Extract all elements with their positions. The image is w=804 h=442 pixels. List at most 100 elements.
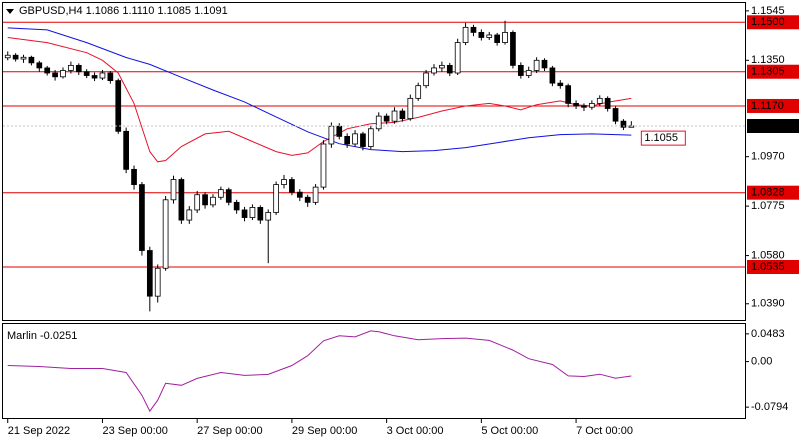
candle-body	[60, 70, 66, 78]
x-tick-label: 5 Oct 00:00	[481, 425, 538, 437]
candle-body	[391, 110, 398, 122]
candle-body	[462, 26, 469, 43]
candle-body	[454, 42, 461, 74]
candle-body	[375, 115, 382, 130]
candle-body	[517, 64, 524, 76]
candle-body	[162, 199, 169, 269]
candle-body	[115, 80, 122, 132]
y-tick-label: -0.0794	[751, 401, 788, 413]
candle-body	[170, 179, 177, 201]
level-label: 1.0828	[751, 187, 785, 199]
candle-body	[75, 64, 82, 73]
candle-body	[107, 72, 114, 82]
candle-body	[557, 82, 564, 87]
candle-body	[328, 125, 335, 145]
level-tag	[747, 15, 799, 30]
candle-body	[612, 108, 619, 122]
indicator-line	[7, 27, 632, 153]
level-label: 1.1305	[751, 66, 785, 78]
y-tick-label: 1.0970	[751, 151, 785, 163]
candle-body	[139, 184, 145, 251]
candle-body	[154, 267, 161, 297]
candle-body	[304, 196, 311, 203]
candle-body	[249, 207, 256, 218]
candle-body	[446, 64, 453, 74]
y-tick-label: 1.0580	[751, 249, 785, 261]
indicator-line	[7, 330, 632, 413]
candle-body	[423, 72, 429, 87]
candle-body	[28, 56, 35, 64]
candle-body	[383, 115, 390, 122]
candle-body	[589, 103, 595, 108]
candle-body	[146, 250, 153, 297]
candle-body	[12, 54, 19, 60]
candle-body	[99, 72, 106, 79]
candle-body	[399, 110, 406, 120]
indicator-frame	[2, 323, 746, 419]
candle-body	[273, 184, 279, 213]
x-tick-label: 23 Sep 00:00	[102, 425, 167, 437]
candle-body	[439, 64, 445, 69]
x-tick-label: 27 Sep 00:00	[197, 425, 262, 437]
x-tick-label: 7 Oct 00:00	[576, 425, 633, 437]
candle-body	[281, 179, 287, 185]
candle-body	[549, 67, 556, 84]
candle-body	[573, 103, 579, 107]
level-tag	[747, 259, 799, 274]
candle-body	[36, 62, 43, 69]
x-tick-label: 21 Sep 2022	[8, 425, 70, 437]
candle-body	[367, 128, 374, 147]
level-label: 1.1500	[751, 16, 785, 28]
candle-body	[4, 54, 11, 59]
candle-body	[233, 201, 240, 211]
candle-body	[320, 143, 327, 188]
candle-body	[225, 189, 232, 203]
y-tick-label: 1.1350	[751, 54, 785, 66]
candle-body	[202, 194, 208, 206]
level-tag	[747, 185, 799, 200]
candle-body	[502, 32, 508, 43]
price-tag	[747, 118, 799, 133]
candle-body	[431, 67, 437, 74]
y-tick-label: 1.0775	[751, 200, 785, 212]
candle-body	[265, 212, 272, 221]
candle-body	[494, 34, 500, 43]
candle-body	[352, 133, 358, 145]
candle-body	[541, 59, 548, 69]
candle-body	[336, 125, 343, 137]
candle-body	[194, 194, 201, 211]
level-label: 1.0535	[751, 261, 785, 273]
level-tag	[747, 98, 799, 113]
price-label: 1.1091	[751, 120, 785, 132]
indicator-line	[7, 37, 632, 163]
candle-body	[312, 186, 319, 203]
candle-body	[20, 56, 27, 60]
candle-body	[596, 97, 603, 104]
indicator-title: Marlin -0.0251	[7, 330, 77, 342]
candle-body	[525, 70, 532, 76]
candle-body	[210, 196, 216, 206]
candle-body	[83, 71, 90, 76]
candle-body	[533, 59, 540, 71]
candle-body	[486, 34, 493, 38]
candle-body	[131, 168, 137, 185]
candle-body	[218, 189, 224, 198]
x-tick-label: 3 Oct 00:00	[387, 425, 444, 437]
candle-body	[186, 209, 193, 221]
candle-body	[478, 32, 485, 38]
y-tick-label: 0.0483	[751, 328, 785, 340]
chart-title: GBPUSD,H4 1.1086 1.1110 1.1085 1.1091	[19, 5, 228, 17]
candle-body	[178, 179, 185, 221]
candle-body	[407, 97, 414, 120]
candle-body	[68, 64, 74, 71]
candle-body	[123, 130, 129, 170]
y-tick-label: 0.00	[751, 355, 772, 367]
candle-body	[296, 191, 303, 198]
ma-label: 1.1055	[644, 132, 678, 144]
candle-body	[91, 75, 98, 79]
candle-body	[257, 207, 264, 221]
candle-body	[344, 135, 351, 145]
candle-body	[620, 120, 627, 128]
